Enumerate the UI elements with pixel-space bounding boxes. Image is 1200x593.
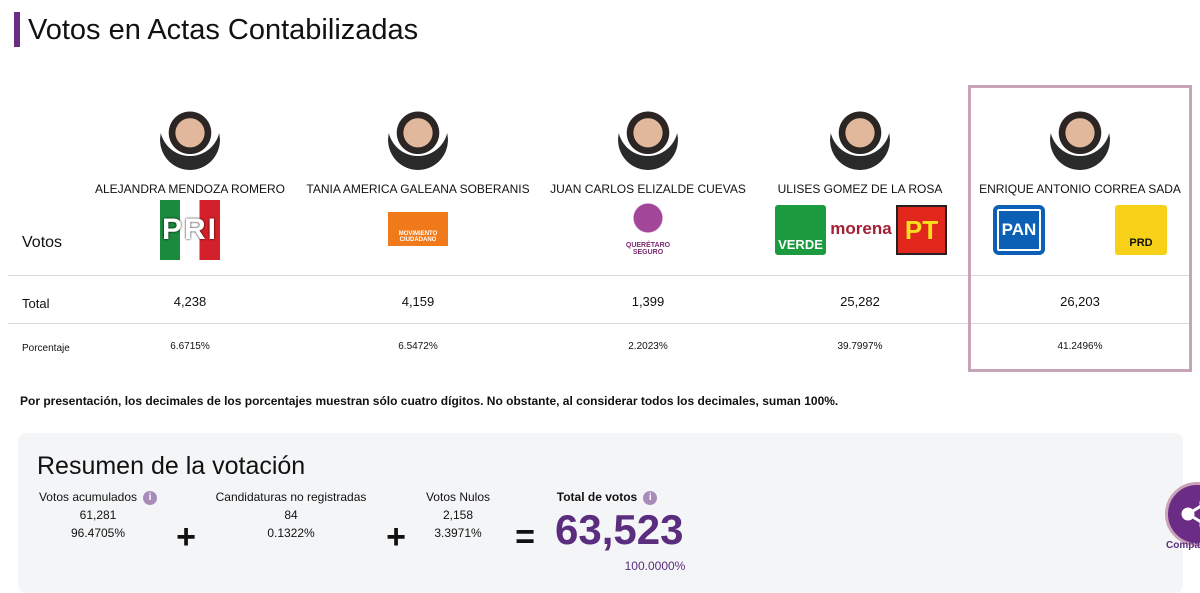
candidate-name: ENRIQUE ANTONIO CORREA SADA	[979, 182, 1181, 196]
vote-total: 4,238	[173, 294, 207, 309]
vote-total: 1,399	[631, 294, 665, 309]
summary-panel	[18, 433, 1183, 593]
vote-percent: 6.5472%	[398, 341, 438, 352]
party-logo: PRI	[160, 200, 220, 260]
share-label[interactable]: Compa	[1166, 540, 1200, 551]
row-label: Porcentaje	[22, 343, 70, 354]
vote-total: 26,203	[1060, 294, 1100, 309]
summary-votes: 84	[284, 508, 298, 522]
total-percent: 100.0000%	[624, 559, 686, 573]
candidate-name: ULISES GOMEZ DE LA ROSA	[777, 182, 943, 196]
summary-label: Candidaturas no registradas	[215, 490, 367, 504]
candidate-name: JUAN CARLOS ELIZALDE CUEVAS	[550, 182, 746, 196]
summary-title: Resumen de la votación	[37, 452, 306, 480]
candidate-name: ALEJANDRA MENDOZA ROMERO	[94, 182, 286, 196]
share-icon	[1181, 500, 1200, 528]
row-divider	[8, 275, 1192, 276]
total-label: Total de votos i	[507, 488, 707, 506]
party-logo: QUERÉTARO SEGURO	[620, 200, 676, 260]
candidate-name: TANIA AMERICA GALEANA SOBERANIS	[306, 182, 530, 196]
info-icon[interactable]: i	[643, 490, 658, 505]
footnote: Por presentación, los decimales de los p…	[20, 394, 839, 408]
summary-label: Votos Nulos	[425, 490, 491, 504]
info-icon[interactable]: i	[143, 490, 158, 505]
vote-total: 4,159	[401, 294, 435, 309]
winner-highlight	[968, 85, 1192, 372]
candidate-photo	[388, 110, 448, 170]
summary-percent: 96.4705%	[70, 526, 126, 540]
candidate-photo	[1050, 110, 1110, 170]
summary-label: Votos acumulados i	[0, 488, 198, 506]
page: Votos en Actas Contabilizadas {"header":…	[0, 12, 1200, 593]
party-logo: PRD	[1115, 205, 1167, 255]
total-votes: 63,523	[555, 506, 684, 553]
summary-votes: 2,158	[442, 508, 474, 522]
party-logo: VERDE	[775, 205, 826, 255]
candidate-photo	[160, 110, 220, 170]
party-logo: PAN	[993, 205, 1045, 255]
vote-total: 25,282	[840, 294, 880, 309]
summary-percent: 3.3971%	[434, 526, 482, 540]
title-accent	[14, 12, 20, 47]
row-divider	[8, 323, 1192, 324]
page-body: Votos en Actas Contabilizadas Votos Por …	[0, 12, 1200, 593]
summary-percent: 0.1322%	[267, 526, 315, 540]
row-label: Total	[22, 296, 50, 311]
vote-percent: 41.2496%	[1057, 341, 1103, 352]
party-logo: MOVIMIENTO CIUDADANO	[388, 212, 448, 246]
operator: =	[515, 518, 535, 556]
vote-percent: 2.2023%	[628, 341, 668, 352]
vote-percent: 6.6715%	[170, 341, 210, 352]
party-logo: PT	[896, 205, 947, 255]
party-logo: morena	[830, 219, 892, 238]
candidate-photo	[618, 110, 678, 170]
share-button[interactable]	[1165, 482, 1200, 546]
candidate-photo	[830, 110, 890, 170]
operator: +	[176, 518, 196, 556]
operator: +	[386, 518, 406, 556]
vote-percent: 39.7997%	[837, 341, 883, 352]
page-title: Votos en Actas Contabilizadas	[28, 14, 419, 46]
summary-votes: 61,281	[79, 508, 117, 522]
table-corner: Votos	[22, 234, 63, 251]
